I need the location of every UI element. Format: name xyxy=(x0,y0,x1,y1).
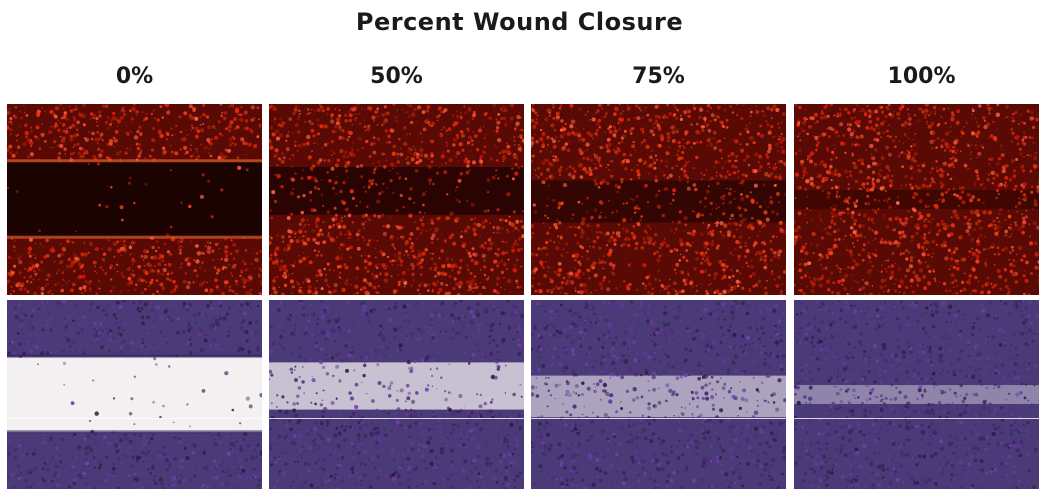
scan-line xyxy=(531,418,786,419)
fluorescence-panel-0 xyxy=(7,104,262,295)
fluorescence-panel-50 xyxy=(269,104,524,295)
stain-panel-50 xyxy=(269,300,524,489)
figure-title: Percent Wound Closure xyxy=(355,8,684,36)
fluorescence-image-0 xyxy=(7,104,262,295)
fluorescence-panel-75 xyxy=(531,104,786,295)
stain-image-75 xyxy=(531,300,786,489)
scan-line xyxy=(7,418,262,419)
fluorescence-image-50 xyxy=(269,104,524,295)
column-label-75: 75% xyxy=(632,64,685,89)
fluorescence-image-75 xyxy=(531,104,786,295)
column-label-50: 50% xyxy=(370,64,423,89)
scan-line xyxy=(269,418,524,419)
column-label-0: 0% xyxy=(115,64,154,89)
stain-image-50 xyxy=(269,300,524,489)
fluorescence-image-100 xyxy=(794,104,1039,295)
scan-line xyxy=(794,418,1039,419)
stain-panel-0 xyxy=(7,300,262,489)
column-label-100: 100% xyxy=(887,64,956,89)
fluorescence-panel-100 xyxy=(794,104,1039,295)
stain-image-100 xyxy=(794,300,1039,489)
stain-panel-100 xyxy=(794,300,1039,489)
stain-panel-75 xyxy=(531,300,786,489)
stain-image-0 xyxy=(7,300,262,489)
